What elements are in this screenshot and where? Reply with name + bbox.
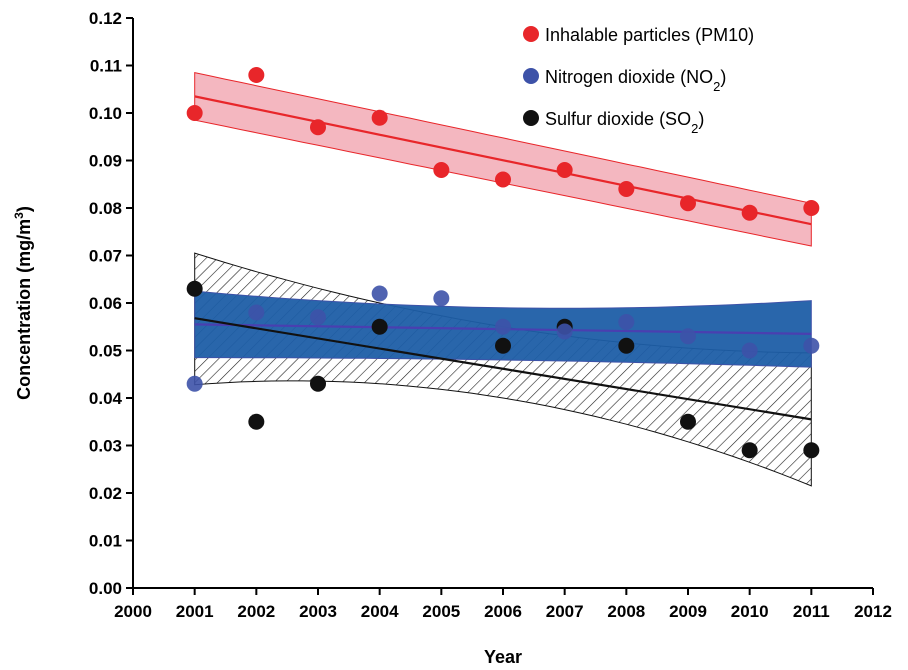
so2-legend-label: Sulfur dioxide (SO2) bbox=[545, 109, 704, 136]
so2-legend-sub: 2 bbox=[691, 121, 698, 136]
x-tick-label: 2011 bbox=[793, 602, 830, 621]
pm10-legend-marker bbox=[523, 26, 539, 42]
no2-point-2003 bbox=[310, 309, 326, 326]
so2-point-2009 bbox=[680, 413, 696, 430]
axes: 0.00 0.01 0.02 0.03 0.04 0.05 0.06 0.07 0.08 0.09… bbox=[89, 9, 892, 621]
y-axis-title: Concentration (mg/m3) bbox=[12, 206, 34, 400]
so2-point-2001 bbox=[186, 280, 203, 297]
no2-legend-sub: 2 bbox=[713, 79, 720, 94]
x-tick-label: 2004 bbox=[361, 602, 399, 621]
so2-point-2008 bbox=[618, 337, 635, 354]
no2-point-2004 bbox=[371, 285, 388, 302]
no2-point-2011 bbox=[803, 337, 820, 354]
y-tick-label: 0.02 bbox=[89, 484, 122, 503]
pm10-point-2011 bbox=[803, 200, 820, 216]
data-points bbox=[186, 67, 820, 459]
pm10-point-2001 bbox=[186, 105, 203, 121]
so2-legend-end: ) bbox=[698, 109, 704, 129]
pm10-point-2002 bbox=[248, 67, 265, 83]
no2-legend-end: ) bbox=[720, 67, 726, 87]
so2-fit-line bbox=[194, 317, 812, 421]
y-tick-label: 0.03 bbox=[89, 437, 122, 456]
so2-legend-marker bbox=[523, 110, 539, 126]
y-tick-label: 0.04 bbox=[89, 389, 123, 408]
x-tick-label: 2000 bbox=[114, 602, 152, 621]
y-tick-label: 0.05 bbox=[89, 342, 122, 361]
pm10-point-2009 bbox=[680, 195, 696, 212]
no2-point-2008 bbox=[618, 314, 635, 330]
y-tick-label: 0.08 bbox=[89, 199, 122, 218]
pm10-point-2004 bbox=[371, 109, 388, 126]
x-tick-label: 2012 bbox=[854, 602, 892, 621]
pm10-point-2006 bbox=[495, 171, 511, 188]
no2-point-2001 bbox=[186, 375, 203, 392]
so2-point-2003 bbox=[310, 375, 326, 392]
x-tick-label: 2007 bbox=[546, 602, 584, 621]
pm10-point-2007 bbox=[556, 162, 573, 178]
pm10-point-2005 bbox=[433, 162, 450, 178]
x-tick-label: 2002 bbox=[237, 602, 275, 621]
confidence-bands bbox=[194, 71, 812, 487]
y-tick-label: 0.12 bbox=[89, 9, 122, 28]
pm10-fit-line bbox=[194, 95, 812, 226]
y-tick-label: 0.07 bbox=[89, 247, 122, 266]
so2-point-2006 bbox=[495, 337, 511, 354]
so2-point-2002 bbox=[248, 413, 265, 430]
x-tick-label: 2006 bbox=[484, 602, 522, 621]
x-tick-label: 2003 bbox=[299, 602, 337, 621]
so2-legend-main: Sulfur dioxide (SO bbox=[545, 109, 691, 129]
pm10-point-2008 bbox=[618, 181, 635, 197]
so2-point-2004 bbox=[371, 318, 388, 335]
y-tick-label: 0.11 bbox=[90, 57, 122, 76]
x-tick-label: 2010 bbox=[731, 602, 769, 621]
no2-legend-marker bbox=[523, 68, 539, 84]
y-tick-label: 0.06 bbox=[89, 294, 122, 313]
y-axis-title-main: Concentration (mg/m bbox=[14, 219, 34, 400]
y-tick-label: 0.09 bbox=[89, 152, 122, 171]
y-axis-title-sup: 3 bbox=[12, 212, 26, 219]
y-tick-label: 0.01 bbox=[89, 532, 122, 551]
x-axis-title: Year bbox=[484, 647, 522, 667]
x-tick-label: 2009 bbox=[669, 602, 707, 621]
pm10-point-2010 bbox=[741, 204, 758, 221]
x-tick-label: 2008 bbox=[607, 602, 645, 621]
no2-point-2002 bbox=[248, 304, 265, 321]
legend: Inhalable particles (PM10) Nitrogen dioxi… bbox=[523, 25, 754, 136]
no2-point-2007 bbox=[556, 323, 573, 340]
pm10-point-2003 bbox=[310, 119, 326, 136]
no2-point-2010 bbox=[741, 342, 758, 359]
y-axis-title-end: ) bbox=[14, 206, 34, 212]
pm10-legend-label: Inhalable particles (PM10) bbox=[545, 25, 754, 45]
x-tick-label: 2005 bbox=[422, 602, 460, 621]
x-tick-label: 2001 bbox=[176, 602, 214, 621]
no2-point-2009 bbox=[680, 328, 696, 345]
no2-point-2005 bbox=[433, 290, 450, 307]
no2-legend-label: Nitrogen dioxide (NO2) bbox=[545, 67, 726, 94]
so2-point-2011 bbox=[803, 442, 820, 459]
no2-legend-main: Nitrogen dioxide (NO bbox=[545, 67, 713, 87]
pm10-legend-main: Inhalable particles (PM10) bbox=[545, 25, 754, 45]
y-tick-label: 0.00 bbox=[89, 579, 122, 598]
so2-point-2010 bbox=[741, 442, 758, 459]
no2-point-2006 bbox=[495, 318, 511, 335]
y-tick-label: 0.10 bbox=[89, 104, 122, 123]
